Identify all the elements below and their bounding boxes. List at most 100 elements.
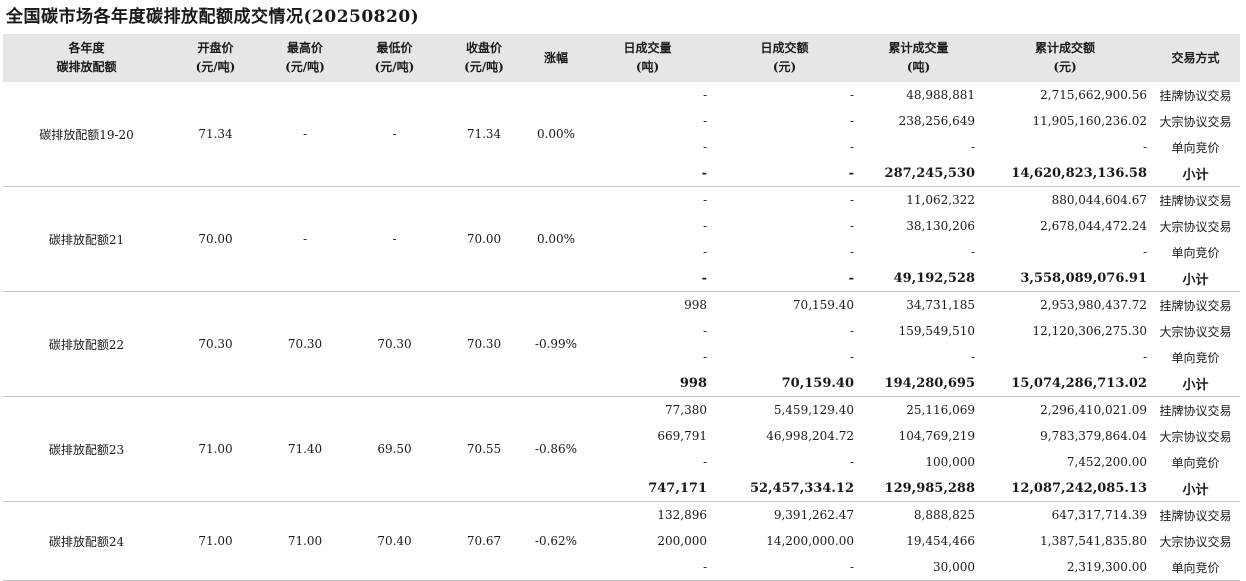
table-row: 碳排放配额22 70.30 70.30 70.30 70.30 -0.99% 998 70,1…	[3, 291, 1240, 397]
header-cumulative-volume: 累计成交量 (吨)	[858, 34, 979, 82]
trade-method-cell: 大宗协议交易	[1159, 324, 1232, 339]
open-price-cell: 70.00	[170, 186, 261, 292]
trade-method-cell: 单向竞价	[1171, 455, 1220, 470]
table-row: 200,000 14,200,000.00 19,454,466 1,387,541,…	[3, 528, 1240, 554]
close-price-cell: 70.67	[440, 501, 528, 581]
cumulative-volume-cell: -	[970, 350, 975, 364]
daily-volume-cell: 200,000	[657, 534, 707, 548]
cumulative-amount-cell: -	[1142, 350, 1147, 364]
daily-volume-cell: -	[702, 219, 707, 233]
trade-method-cell: 大宗协议交易	[1159, 114, 1232, 129]
high-price-cell: 70.30	[261, 291, 349, 397]
high-price-cell: -	[261, 186, 349, 292]
daily-amount-cell: -	[849, 245, 854, 259]
trade-method-cell: 挂牌协议交易	[1159, 403, 1232, 418]
table-row: 998 70,159.40 194,280,695 15,074,286,713.02…	[3, 370, 1240, 397]
daily-amount-cell: 70,159.40	[792, 298, 854, 312]
daily-amount-cell: 9,391,262.47	[773, 508, 854, 522]
daily-volume-cell: -	[702, 88, 707, 102]
cumulative-amount-cell: 14,620,823,136.58	[979, 160, 1151, 187]
high-price-cell: 71.00	[261, 501, 349, 581]
daily-amount-cell: -	[849, 324, 854, 338]
quota-year-cell: 碳排放配额19-20	[3, 82, 170, 187]
low-price-cell: 69.50	[349, 396, 440, 502]
daily-volume-cell: -	[702, 245, 707, 259]
cumulative-volume-cell: 104,769,219	[898, 429, 975, 443]
header-daily-amount: 日成交额 (元)	[711, 34, 858, 82]
cumulative-amount-cell: -	[1142, 245, 1147, 259]
cumulative-amount-cell: 2,715,662,900.56	[1040, 88, 1147, 102]
cumulative-volume-cell: 11,062,322	[906, 193, 975, 207]
daily-amount-cell: -	[849, 193, 854, 207]
close-price-cell: 70.00	[440, 186, 528, 292]
change-cell: 0.00%	[528, 82, 584, 187]
table-row: - -287,245,530 14,620,823,136.58 小计	[3, 160, 1240, 187]
cumulative-amount-cell: 647,317,714.39	[1051, 508, 1147, 522]
page-title: 全国碳市场各年度碳排放配额成交情况(20250820)	[6, 7, 420, 27]
trade-method-cell: 小计	[1151, 475, 1240, 502]
daily-volume-cell: -	[702, 455, 707, 469]
open-price-cell: 71.34	[170, 82, 261, 187]
trade-method-cell: 小计	[1151, 265, 1240, 292]
header-close-price: 收盘价 (元/吨)	[440, 34, 528, 82]
open-price-cell: 71.00	[170, 396, 261, 502]
table-row: - - 238,256,649 11,905,160,236.02 大宗协议交易	[3, 108, 1240, 134]
table-row: 碳排放配额24 71.00 71.00 70.40 70.67 -0.62% 132,896…	[3, 501, 1240, 581]
cumulative-volume-cell: 30,000	[858, 554, 979, 581]
table-row: 669,791 46,998,204.72 104,769,219 9,783,379…	[3, 423, 1240, 449]
low-price-cell: -	[349, 186, 440, 292]
cumulative-volume-cell: 25,116,069	[906, 403, 975, 417]
daily-amount-cell: -	[849, 455, 854, 469]
daily-amount-cell: -	[711, 265, 858, 292]
daily-amount-cell: 70,159.40	[711, 370, 858, 397]
daily-volume-cell: -	[702, 114, 707, 128]
daily-volume-cell: -	[702, 350, 707, 364]
trade-method-cell: 单向竞价	[1171, 140, 1220, 155]
daily-amount-cell: -	[849, 219, 854, 233]
daily-amount-cell: 5,459,129.40	[773, 403, 854, 417]
cumulative-volume-cell: 100,000	[925, 455, 975, 469]
daily-amount-cell: -	[849, 350, 854, 364]
cumulative-amount-cell: 2,953,980,437.72	[1040, 298, 1147, 312]
quota-year-cell: 碳排放配额24	[3, 501, 170, 581]
cumulative-amount-cell: 1,387,541,835.80	[1040, 534, 1147, 548]
trade-method-cell: 单向竞价	[1151, 554, 1240, 581]
quota-year-cell: 碳排放配额23	[3, 396, 170, 502]
header-trade-method: 交易方式	[1151, 34, 1240, 82]
cumulative-amount-cell: 12,087,242,085.13	[979, 475, 1151, 502]
change-cell: -0.62%	[528, 501, 584, 581]
table-row: 碳排放配额19-20 71.34- -71.34 0.00% - -48,988,881 2…	[3, 82, 1240, 187]
trade-method-cell: 大宗协议交易	[1159, 534, 1232, 549]
cumulative-amount-cell: 12,120,306,275.30	[1032, 324, 1147, 338]
carbon-quota-table: 各年度 碳排放配额 开盘价 (元/吨) 最高价 (元/吨) 最低价 (元/吨) …	[3, 34, 1240, 581]
trade-method-cell: 大宗协议交易	[1159, 429, 1232, 444]
open-price-cell: 71.00	[170, 501, 261, 581]
trade-method-cell: 挂牌协议交易	[1159, 508, 1232, 523]
cumulative-volume-cell: -	[970, 140, 975, 154]
daily-amount-cell: -	[711, 160, 858, 187]
trade-method-cell: 挂牌协议交易	[1159, 193, 1232, 208]
table-row: 碳排放配额23 71.00 71.40 69.50 70.55 -0.86% 77,380 5…	[3, 396, 1240, 502]
daily-volume-cell: 998	[684, 298, 707, 312]
cumulative-volume-cell: 49,192,528	[858, 265, 979, 292]
change-cell: 0.00%	[528, 186, 584, 292]
trade-method-cell: 挂牌协议交易	[1159, 298, 1232, 313]
cumulative-volume-cell: 194,280,695	[858, 370, 979, 397]
daily-volume-cell: 747,171	[584, 475, 711, 502]
cumulative-volume-cell: 159,549,510	[898, 324, 975, 338]
header-change: 涨幅	[528, 34, 584, 82]
trade-method-cell: 大宗协议交易	[1159, 219, 1232, 234]
daily-amount-cell: -	[849, 140, 854, 154]
low-price-cell: 70.30	[349, 291, 440, 397]
daily-volume-cell: 998	[584, 370, 711, 397]
cumulative-volume-cell: 34,731,185	[906, 298, 975, 312]
table-row: - - - - 单向竞价	[3, 239, 1240, 265]
trade-method-cell: 挂牌协议交易	[1159, 88, 1232, 103]
daily-amount-cell: -	[849, 88, 854, 102]
daily-volume-cell: -	[584, 160, 711, 187]
change-cell: -0.86%	[528, 396, 584, 502]
table-row: - - 38,130,206 2,678,044,472.24 大宗协议交易	[3, 213, 1240, 239]
daily-volume-cell: 132,896	[657, 508, 707, 522]
trade-method-cell: 小计	[1151, 160, 1240, 187]
table-row: - - - - 单向竞价	[3, 344, 1240, 370]
